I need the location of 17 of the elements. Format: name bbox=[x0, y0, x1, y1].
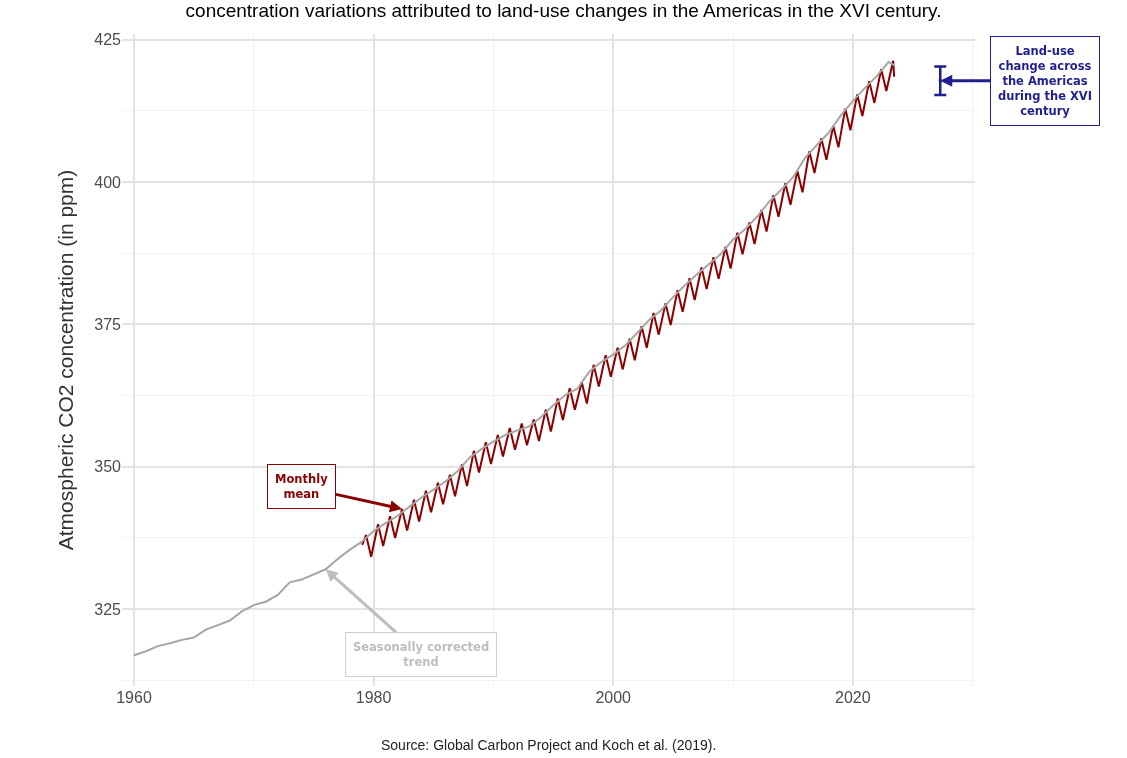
y-tick-label: 325 bbox=[94, 600, 122, 618]
annotation: Land-use change across the Americas during the XVI century bbox=[998, 44, 1092, 118]
y-tick-label: 425 bbox=[94, 31, 122, 49]
x-tick-label: 1980 bbox=[355, 689, 392, 706]
y-tick-label: 400 bbox=[94, 173, 122, 191]
y-axis-title: Atmospheric CO2 concentration (in ppm) bbox=[54, 169, 78, 551]
y-tick-label: 350 bbox=[94, 458, 122, 476]
line-series bbox=[361, 59, 896, 558]
annotation: Seasonally corrected trend bbox=[353, 640, 490, 669]
x-tick-label: 1960 bbox=[116, 689, 152, 706]
line-series bbox=[132, 60, 896, 657]
y-tick-label: 375 bbox=[94, 316, 122, 334]
x-tick-label: 2000 bbox=[595, 689, 632, 706]
source-note: Source: Global Carbon Project and Koch et al. (2019). bbox=[381, 737, 717, 753]
chart-title: concentration variations attributed to land-use changes in the Americas in the XVI century. bbox=[185, 0, 942, 22]
x-tick-label: 2020 bbox=[835, 689, 871, 706]
annotation: Monthly mean bbox=[275, 472, 329, 501]
